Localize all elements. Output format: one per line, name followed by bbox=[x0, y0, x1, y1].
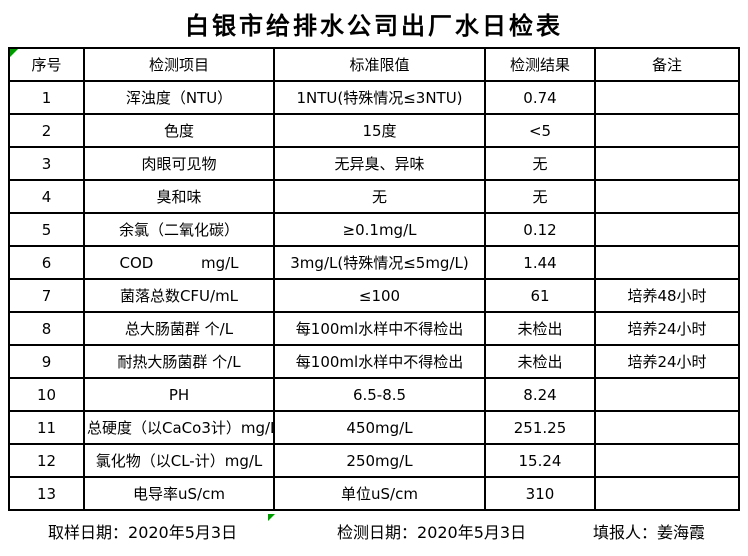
cell-index: 7 bbox=[8, 278, 85, 313]
cell-remark bbox=[594, 212, 740, 247]
table-row: 2 色度 15度 <5 bbox=[8, 113, 740, 148]
header-row: 序号 检测项目 标准限值 检测结果 备注 bbox=[8, 47, 740, 82]
cell-index: 13 bbox=[8, 476, 85, 511]
cell-remark: 培养24小时 bbox=[594, 344, 740, 379]
col-header-limit: 标准限值 bbox=[273, 47, 486, 82]
reporter: 填报人：姜海霞 bbox=[593, 519, 705, 543]
table-row: 3 肉眼可见物 无异臭、异味 无 bbox=[8, 146, 740, 181]
cell-limit: 1NTU(特殊情况≤3NTU) bbox=[273, 80, 486, 115]
cell-remark: 培养48小时 bbox=[594, 278, 740, 313]
table-row: 11 总硬度（以CaCo3计）mg/L 450mg/L 251.25 bbox=[8, 410, 740, 445]
cell-item: 菌落总数CFU/mL bbox=[83, 278, 275, 313]
cell-index: 1 bbox=[8, 80, 85, 115]
cell-remark bbox=[594, 179, 740, 214]
cell-result: 61 bbox=[484, 278, 596, 313]
reporter-label: 填报人： bbox=[593, 523, 658, 542]
cell-item: 耐热大肠菌群 个/L bbox=[83, 344, 275, 379]
cell-limit: 单位uS/cm bbox=[273, 476, 486, 511]
cell-result: 0.12 bbox=[484, 212, 596, 247]
inspection-table: 序号 检测项目 标准限值 检测结果 备注 1 浑浊度（NTU） 1NTU(特殊情… bbox=[8, 47, 740, 511]
cell-item: 臭和味 bbox=[83, 179, 275, 214]
test-date: 检测日期：2020年5月3日 bbox=[337, 519, 526, 543]
cell-item: PH bbox=[83, 377, 275, 412]
cell-index: 12 bbox=[8, 443, 85, 478]
cell-result: 251.25 bbox=[484, 410, 596, 445]
table-row: 1 浑浊度（NTU） 1NTU(特殊情况≤3NTU) 0.74 bbox=[8, 80, 740, 115]
cell-item: 总大肠菌群 个/L bbox=[83, 311, 275, 346]
table-row: 8 总大肠菌群 个/L 每100ml水样中不得检出 未检出 培养24小时 bbox=[8, 311, 740, 346]
cell-limit: 15度 bbox=[273, 113, 486, 148]
cell-item: 氯化物（以CL-计）mg/L bbox=[83, 443, 275, 478]
cell-item: 色度 bbox=[83, 113, 275, 148]
sampling-date-label: 取样日期： bbox=[48, 523, 129, 542]
cell-remark: 培养24小时 bbox=[594, 311, 740, 346]
cell-index: 2 bbox=[8, 113, 85, 148]
cell-index: 10 bbox=[8, 377, 85, 412]
cell-remark bbox=[594, 146, 740, 181]
cell-remark bbox=[594, 113, 740, 148]
sampling-date-value: 2020年5月3日 bbox=[128, 523, 238, 542]
green-triangle-icon bbox=[10, 49, 18, 57]
col-header-result: 检测结果 bbox=[484, 47, 596, 82]
cell-limit: 每100ml水样中不得检出 bbox=[273, 344, 486, 379]
table-row: 5 余氯（二氧化碳） ≥0.1mg/L 0.12 bbox=[8, 212, 740, 247]
cell-item: COD mg/L bbox=[83, 245, 275, 280]
cell-limit: 250mg/L bbox=[273, 443, 486, 478]
table-row: 12 氯化物（以CL-计）mg/L 250mg/L 15.24 bbox=[8, 443, 740, 478]
cell-index: 6 bbox=[8, 245, 85, 280]
cell-index: 5 bbox=[8, 212, 85, 247]
cell-result: 8.24 bbox=[484, 377, 596, 412]
cell-result: 0.74 bbox=[484, 80, 596, 115]
cell-remark bbox=[594, 443, 740, 478]
cell-result: 15.24 bbox=[484, 443, 596, 478]
cell-result: 无 bbox=[484, 146, 596, 181]
cell-index: 11 bbox=[8, 410, 85, 445]
sampling-date: 取样日期：2020年5月3日 bbox=[48, 519, 237, 543]
cell-result: 未检出 bbox=[484, 311, 596, 346]
table-row: 13 电导率uS/cm 单位uS/cm 310 bbox=[8, 476, 740, 511]
cell-result: 1.44 bbox=[484, 245, 596, 280]
cell-remark bbox=[594, 80, 740, 115]
cell-result: 无 bbox=[484, 179, 596, 214]
cell-remark bbox=[594, 377, 740, 412]
cell-result: 310 bbox=[484, 476, 596, 511]
cell-remark bbox=[594, 410, 740, 445]
cell-item: 肉眼可见物 bbox=[83, 146, 275, 181]
col-header-index: 序号 bbox=[8, 47, 85, 82]
table-row: 7 菌落总数CFU/mL ≤100 61 培养48小时 bbox=[8, 278, 740, 313]
cell-remark bbox=[594, 245, 740, 280]
cell-limit: ≥0.1mg/L bbox=[273, 212, 486, 247]
green-triangle-icon bbox=[268, 514, 275, 521]
cell-limit: 无 bbox=[273, 179, 486, 214]
cell-limit: 每100ml水样中不得检出 bbox=[273, 311, 486, 346]
table-row: 10 PH 6.5-8.5 8.24 bbox=[8, 377, 740, 412]
cell-index: 8 bbox=[8, 311, 85, 346]
cell-limit: 无异臭、异味 bbox=[273, 146, 486, 181]
reporter-value: 姜海霞 bbox=[657, 523, 706, 542]
cell-item: 浑浊度（NTU） bbox=[83, 80, 275, 115]
cell-limit: 450mg/L bbox=[273, 410, 486, 445]
col-header-remark: 备注 bbox=[594, 47, 740, 82]
cell-limit: 3mg/L(特殊情况≤5mg/L) bbox=[273, 245, 486, 280]
cell-result: 未检出 bbox=[484, 344, 596, 379]
cell-index: 9 bbox=[8, 344, 85, 379]
cell-index: 4 bbox=[8, 179, 85, 214]
table-row: 4 臭和味 无 无 bbox=[8, 179, 740, 214]
test-date-value: 2020年5月3日 bbox=[417, 523, 527, 542]
table-row: 6 COD mg/L 3mg/L(特殊情况≤5mg/L) 1.44 bbox=[8, 245, 740, 280]
cell-item: 电导率uS/cm bbox=[83, 476, 275, 511]
test-date-label: 检测日期： bbox=[337, 523, 418, 542]
cell-item: 总硬度（以CaCo3计）mg/L bbox=[83, 410, 275, 445]
table-row: 9 耐热大肠菌群 个/L 每100ml水样中不得检出 未检出 培养24小时 bbox=[8, 344, 740, 379]
cell-result: <5 bbox=[484, 113, 596, 148]
page-title: 白银市给排水公司出厂水日检表 bbox=[185, 12, 563, 40]
col-header-item: 检测项目 bbox=[83, 47, 275, 82]
cell-limit: 6.5-8.5 bbox=[273, 377, 486, 412]
cell-remark bbox=[594, 476, 740, 511]
cell-item: 余氯（二氧化碳） bbox=[83, 212, 275, 247]
cell-limit: ≤100 bbox=[273, 278, 486, 313]
cell-index: 3 bbox=[8, 146, 85, 181]
